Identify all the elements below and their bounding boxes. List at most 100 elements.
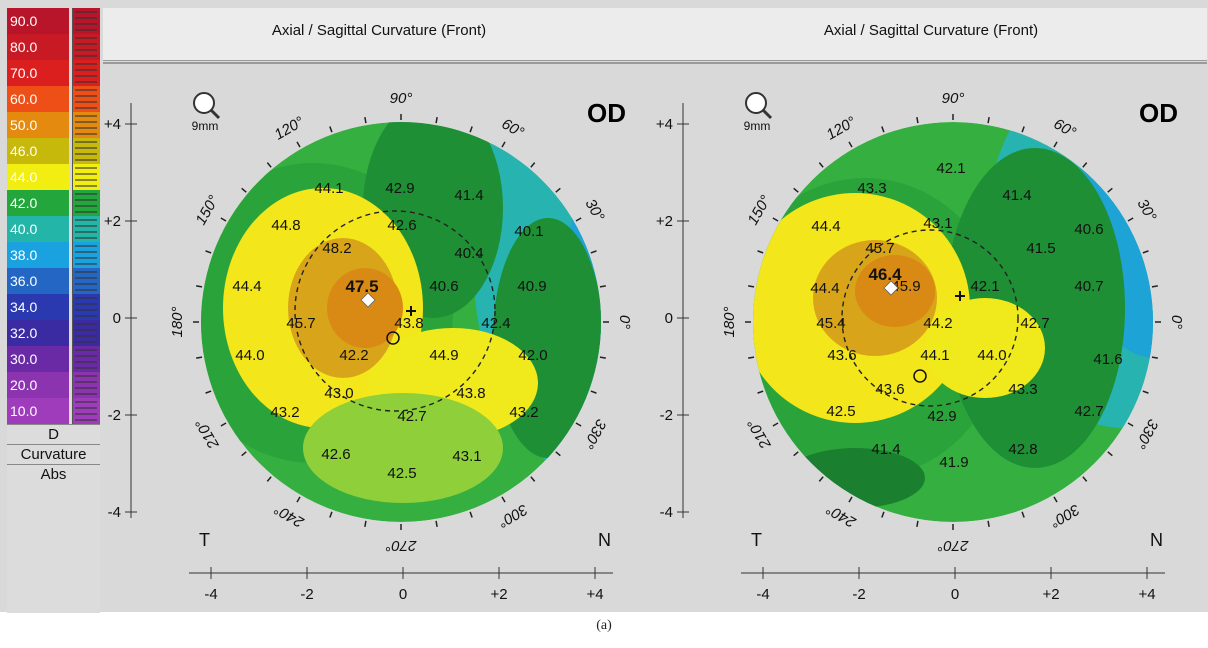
ring-tick	[1021, 511, 1025, 518]
angle-label: 60°	[499, 115, 527, 141]
curvature-value: 44.1	[920, 347, 949, 364]
curvature-value: 41.9	[939, 454, 968, 471]
contour-zone	[327, 268, 403, 348]
curvature-value: 43.1	[923, 215, 952, 232]
zoom-label: 9mm	[744, 119, 771, 133]
curvature-value: 43.6	[827, 347, 856, 364]
scale-ladder	[72, 138, 100, 164]
ring-tick	[818, 162, 824, 168]
angle-label: 120°	[272, 113, 307, 143]
scale-ladder	[72, 8, 100, 34]
curvature-value: 43.2	[270, 404, 299, 421]
ring-tick	[748, 285, 755, 288]
scale-entry: 60.0	[7, 86, 100, 112]
ring-tick	[848, 496, 853, 503]
angle-label: 330°	[579, 416, 609, 451]
scale-entry: 38.0	[7, 242, 100, 268]
curvature-value: 42.9	[927, 408, 956, 425]
curvature-value: 44.0	[235, 347, 264, 364]
zoom-label: 9mm	[192, 119, 219, 133]
scale-entry: 70.0	[7, 60, 100, 86]
ring-tick	[1127, 217, 1134, 222]
scale-mode: Abs	[40, 466, 67, 483]
y-tick-label: +4	[656, 116, 673, 133]
magnifier-icon	[193, 92, 221, 120]
scale-ladder	[72, 34, 100, 60]
eye-label: OD	[587, 98, 626, 128]
scale-ladder	[72, 294, 100, 320]
curvature-value: 41.4	[871, 441, 900, 458]
curvature-value: 40.7	[1074, 278, 1103, 295]
ring-tick	[241, 187, 247, 193]
y-tick-label: 0	[113, 310, 121, 327]
scale-entry: 40.0	[7, 216, 100, 242]
angle-label: 300°	[1047, 500, 1082, 530]
curvature-value: 42.6	[387, 217, 416, 234]
kmax-marker	[883, 280, 899, 296]
ring-tick	[296, 496, 301, 503]
curvature-value: 45.7	[865, 240, 894, 257]
ring-tick	[266, 476, 272, 482]
ring-tick	[364, 117, 367, 124]
angle-label: 270°	[385, 537, 417, 554]
curvature-value: 42.7	[1020, 315, 1049, 332]
scale-ladder	[72, 346, 100, 372]
scale-entry: 90.0	[7, 8, 100, 34]
angle-label: 150°	[744, 193, 774, 228]
map-panel-1[interactable]: Axial / Sagittal Curvature (Front) 90° 60…	[103, 8, 655, 612]
scale-swatch: 40.0	[7, 216, 69, 242]
ring-tick	[757, 390, 764, 394]
ring-tick	[575, 422, 582, 427]
x-tick-label: 0	[399, 586, 407, 603]
topography-window: 90.0 80.0 70.0 60.0 50.0 46.0 44.0 42.0 40.0 38.0…	[0, 0, 1208, 613]
x-tick-label: +2	[490, 586, 507, 603]
scale-swatch: 50.0	[7, 112, 69, 138]
ring-tick	[364, 520, 367, 527]
scale-swatch: 90.0	[7, 8, 69, 34]
curvature-value: 43.8	[456, 385, 485, 402]
curvature-map-2[interactable]: 90° 60° 30° 0° 330° 300° 270° 240° 210° 180° 150° 1…	[655, 8, 1207, 612]
ring-tick	[205, 250, 212, 254]
angle-label: 210°	[744, 416, 775, 452]
scale-mode-box: Abs	[7, 464, 100, 613]
ring-tick	[848, 141, 853, 148]
kmax-value: 46.4	[868, 265, 902, 284]
map-panel-2[interactable]: Axial / Sagittal Curvature (Front) 90° 60…	[655, 8, 1207, 612]
scale-swatch: 38.0	[7, 242, 69, 268]
ring-tick	[1142, 390, 1149, 394]
angle-label: 150°	[192, 193, 222, 228]
kmax-value: 47.5	[345, 277, 378, 296]
ring-tick	[748, 356, 755, 359]
ring-tick	[987, 117, 990, 124]
curvature-value: 44.8	[271, 217, 300, 234]
x-tick-label: +4	[1138, 586, 1155, 603]
ring-tick	[1151, 356, 1158, 359]
curvature-value: 40.6	[1074, 221, 1103, 238]
ring-tick	[599, 356, 606, 359]
scale-swatch: 44.0	[7, 164, 69, 190]
curvature-value: 41.4	[454, 187, 483, 204]
curvature-value: 42.7	[1074, 403, 1103, 420]
angle-label: 30°	[582, 196, 608, 224]
pupil-center-marker	[913, 369, 927, 383]
curvature-value: 43.1	[452, 448, 481, 465]
ring-tick	[881, 511, 885, 518]
scale-ladder	[72, 164, 100, 190]
curvature-value: 44.4	[810, 280, 839, 297]
curvature-value: 40.4	[454, 245, 483, 262]
ring-tick	[530, 476, 536, 482]
ring-tick	[1142, 250, 1149, 254]
curvature-value: 42.6	[321, 446, 350, 463]
x-tick-label: +2	[1042, 586, 1059, 603]
contour-zone	[785, 448, 925, 508]
scale-entry: 80.0	[7, 34, 100, 60]
curvature-value: 42.7	[397, 408, 426, 425]
curvature-value: 42.4	[481, 315, 510, 332]
y-tick-label: +4	[104, 116, 121, 133]
curvature-map-1[interactable]: 90° 60° 30° 0° 330° 300° 270° 240° 210° 180° 150° 1…	[103, 8, 655, 612]
y-tick-label: -2	[660, 407, 673, 424]
angle-label: 60°	[1051, 115, 1079, 141]
scale-ladder	[72, 86, 100, 112]
curvature-value: 41.4	[1002, 187, 1031, 204]
ring-tick	[916, 520, 919, 527]
